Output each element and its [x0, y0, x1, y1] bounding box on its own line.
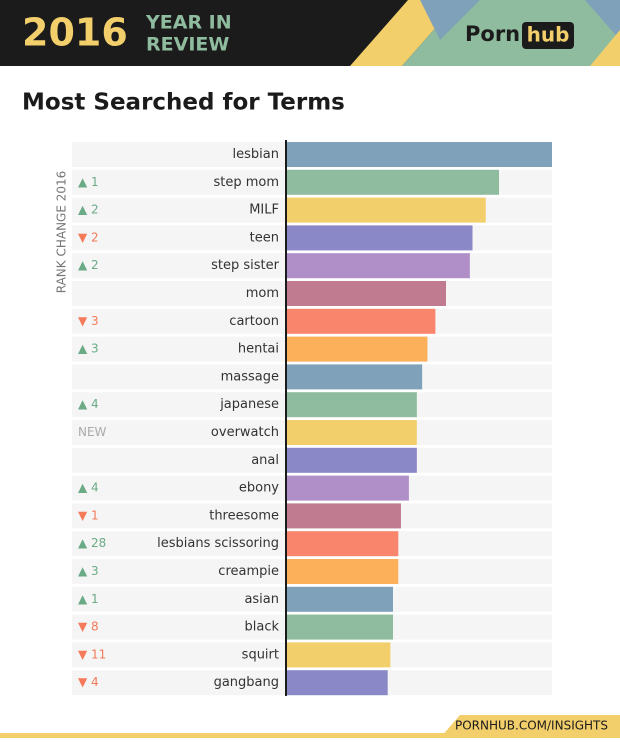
rank-change: ▲ 2 — [78, 203, 99, 217]
footer-line — [0, 733, 620, 738]
rank-change: ▲ 1 — [78, 175, 99, 189]
header-year: 2016 — [22, 11, 128, 55]
category-label: lesbians scissoring — [157, 536, 279, 551]
bar — [287, 447, 417, 473]
header-stripe — [590, 30, 620, 66]
header-line: YEAR IN — [145, 12, 232, 34]
bar — [287, 642, 391, 668]
rank-change: ▲ 4 — [78, 481, 99, 495]
category-label: step mom — [213, 175, 279, 190]
category-label: gangbang — [214, 675, 279, 690]
rank-change: ▲ 28 — [78, 536, 106, 550]
bar — [287, 475, 409, 501]
rank-axis-label: RANK CHANGE 2016 — [55, 171, 69, 294]
bar — [287, 142, 552, 167]
footer-band — [440, 715, 620, 738]
rank-change: ▲ 2 — [78, 258, 99, 272]
source: PORNHUB.COM/INSIGHTS — [455, 719, 608, 733]
rank-change: ▲ 1 — [78, 592, 99, 606]
category-label: teen — [250, 230, 279, 245]
bar — [287, 420, 417, 445]
category-label: black — [244, 620, 279, 635]
bar — [287, 197, 486, 223]
bar — [287, 503, 401, 529]
chart-title: Most Searched for Terms — [22, 90, 345, 116]
brand: hub — [527, 23, 570, 47]
rank-change: ▼ 8 — [78, 620, 99, 634]
rank-change: ▼ 4 — [78, 675, 99, 689]
bar — [287, 614, 393, 640]
bar — [287, 364, 423, 390]
category-label: hentai — [238, 342, 279, 357]
category-label: asian — [244, 592, 279, 607]
bar — [287, 281, 446, 306]
bar — [287, 392, 417, 418]
header-stripe — [420, 0, 480, 40]
header-stripe — [585, 0, 620, 40]
rank-change: ▼ 2 — [78, 230, 99, 244]
category-label: anal — [251, 453, 279, 468]
bar — [287, 586, 393, 612]
category-label: step sister — [211, 258, 280, 273]
category-label: squirt — [242, 647, 279, 662]
header-line: REVIEW — [146, 34, 229, 56]
bar — [287, 225, 473, 251]
rank-change: ▼ 3 — [78, 314, 99, 328]
category-label: overwatch — [211, 425, 279, 440]
brand-box — [522, 22, 574, 49]
bar — [287, 670, 388, 696]
bar — [287, 336, 428, 362]
bar — [287, 531, 399, 557]
rank-change: NEW — [78, 425, 107, 439]
category-label: lesbian — [233, 147, 279, 162]
category-label: MILF — [249, 203, 279, 218]
bar — [287, 559, 399, 584]
bar — [287, 253, 470, 279]
rank-change: ▼ 1 — [78, 508, 99, 522]
rank-change: ▲ 3 — [78, 564, 99, 578]
bar — [287, 308, 436, 334]
category-label: japanese — [219, 397, 279, 412]
brand: Porn — [465, 22, 520, 46]
category-label: creampie — [218, 564, 279, 579]
category-label: threesome — [209, 508, 279, 523]
rank-change: ▼ 11 — [78, 647, 106, 661]
rank-change: ▲ 3 — [78, 342, 99, 356]
category-label: cartoon — [229, 314, 279, 329]
category-label: mom — [246, 286, 279, 301]
rank-change: ▲ 4 — [78, 397, 99, 411]
category-label: massage — [221, 369, 279, 384]
bar — [287, 169, 499, 195]
category-label: ebony — [239, 481, 279, 496]
